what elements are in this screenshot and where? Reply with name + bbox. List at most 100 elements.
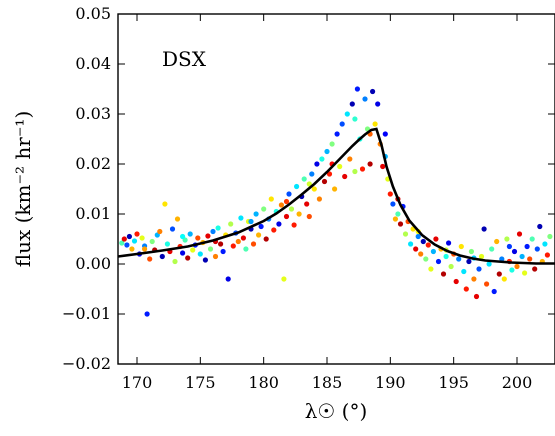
data-point: [207, 246, 214, 252]
data-point: [124, 242, 130, 248]
axis-ticks: 170 175 180 185 190 195 200 −0.02 −0.01 0.00 0.01 0…: [62, 4, 555, 392]
data-point: [121, 236, 127, 242]
data-point: [440, 271, 447, 277]
data-point: [359, 166, 366, 172]
data-point: [339, 121, 345, 127]
x-tick-label: 170: [122, 373, 153, 392]
data-point: [240, 235, 246, 241]
x-axis-title: λ☉ (°): [305, 399, 368, 423]
y-tick-label: 0.02: [75, 154, 111, 173]
data-point: [542, 241, 548, 247]
data-point: [218, 241, 224, 247]
y-tick-label: −0.01: [62, 304, 111, 323]
data-point: [230, 243, 236, 249]
data-point: [306, 213, 312, 220]
data-point: [433, 236, 439, 242]
data-point: [334, 131, 340, 137]
x-tick-label: 195: [438, 373, 469, 392]
data-point: [486, 261, 492, 267]
data-point: [390, 201, 396, 207]
data-point: [395, 211, 401, 217]
fit-curve-line: [117, 127, 555, 265]
data-point: [478, 253, 485, 260]
data-point: [314, 161, 320, 167]
data-point: [448, 263, 454, 270]
data-point: [157, 228, 163, 235]
data-point: [463, 286, 469, 292]
data-point: [499, 256, 505, 262]
x-tick-label: 180: [248, 373, 279, 392]
data-point: [428, 266, 434, 272]
data-point: [375, 101, 381, 107]
data-point: [329, 141, 335, 147]
data-point: [468, 248, 474, 255]
data-point: [458, 243, 464, 250]
data-point: [362, 96, 368, 102]
data-point: [197, 251, 203, 257]
data-point: [491, 288, 497, 295]
data-point: [337, 163, 343, 170]
data-point: [180, 233, 186, 240]
data-point: [473, 293, 480, 300]
data-point: [435, 258, 442, 265]
data-point: [352, 116, 358, 122]
data-point: [342, 173, 348, 180]
data-point: [215, 225, 221, 231]
data-point: [476, 266, 482, 272]
data-point: [489, 246, 495, 252]
data-point: [212, 253, 219, 260]
data-point: [316, 196, 322, 202]
data-point: [484, 281, 490, 287]
data-point: [187, 231, 193, 237]
data-point: [164, 241, 170, 247]
data-point: [248, 218, 254, 225]
data-point: [149, 238, 155, 245]
data-point: [309, 171, 315, 177]
data-point: [195, 235, 201, 241]
y-tick-label: −0.02: [62, 354, 111, 373]
data-point: [271, 227, 277, 233]
data-point: [126, 233, 132, 240]
data-point: [387, 191, 393, 197]
data-point: [506, 243, 512, 250]
data-point: [202, 257, 208, 263]
data-point: [321, 178, 328, 185]
data-point: [544, 252, 551, 258]
data-point: [220, 248, 226, 255]
data-point: [527, 256, 533, 262]
data-point: [529, 236, 535, 242]
data-point: [169, 226, 176, 232]
data-point: [481, 226, 487, 232]
data-point: [511, 248, 518, 255]
data-point: [504, 236, 510, 242]
data-point: [268, 196, 274, 202]
data-point: [263, 236, 269, 242]
data-point: [162, 201, 168, 207]
data-point: [380, 163, 386, 170]
data-point: [397, 221, 404, 227]
data-point: [134, 231, 140, 237]
x-tick-label: 200: [502, 373, 533, 392]
data-point: [344, 111, 350, 117]
data-point: [286, 191, 292, 197]
y-axis-title: flux (km⁻² hr⁻¹): [11, 111, 35, 268]
data-point: [235, 238, 241, 245]
data-point: [509, 267, 515, 273]
data-point: [522, 270, 528, 276]
data-point: [283, 213, 290, 220]
data-point: [382, 131, 388, 137]
data-point: [243, 246, 249, 252]
data-point: [228, 221, 234, 227]
y-tick-label: 0.04: [75, 54, 111, 73]
data-point: [253, 211, 259, 217]
dsx-annotation: DSX: [162, 47, 207, 71]
data-point: [129, 246, 135, 252]
data-point: [261, 206, 267, 212]
data-point: [144, 311, 150, 317]
data-point: [466, 258, 472, 265]
data-point: [402, 231, 409, 237]
data-point: [294, 183, 300, 190]
data-point: [142, 246, 148, 252]
data-point: [306, 181, 312, 187]
data-point: [326, 171, 333, 177]
